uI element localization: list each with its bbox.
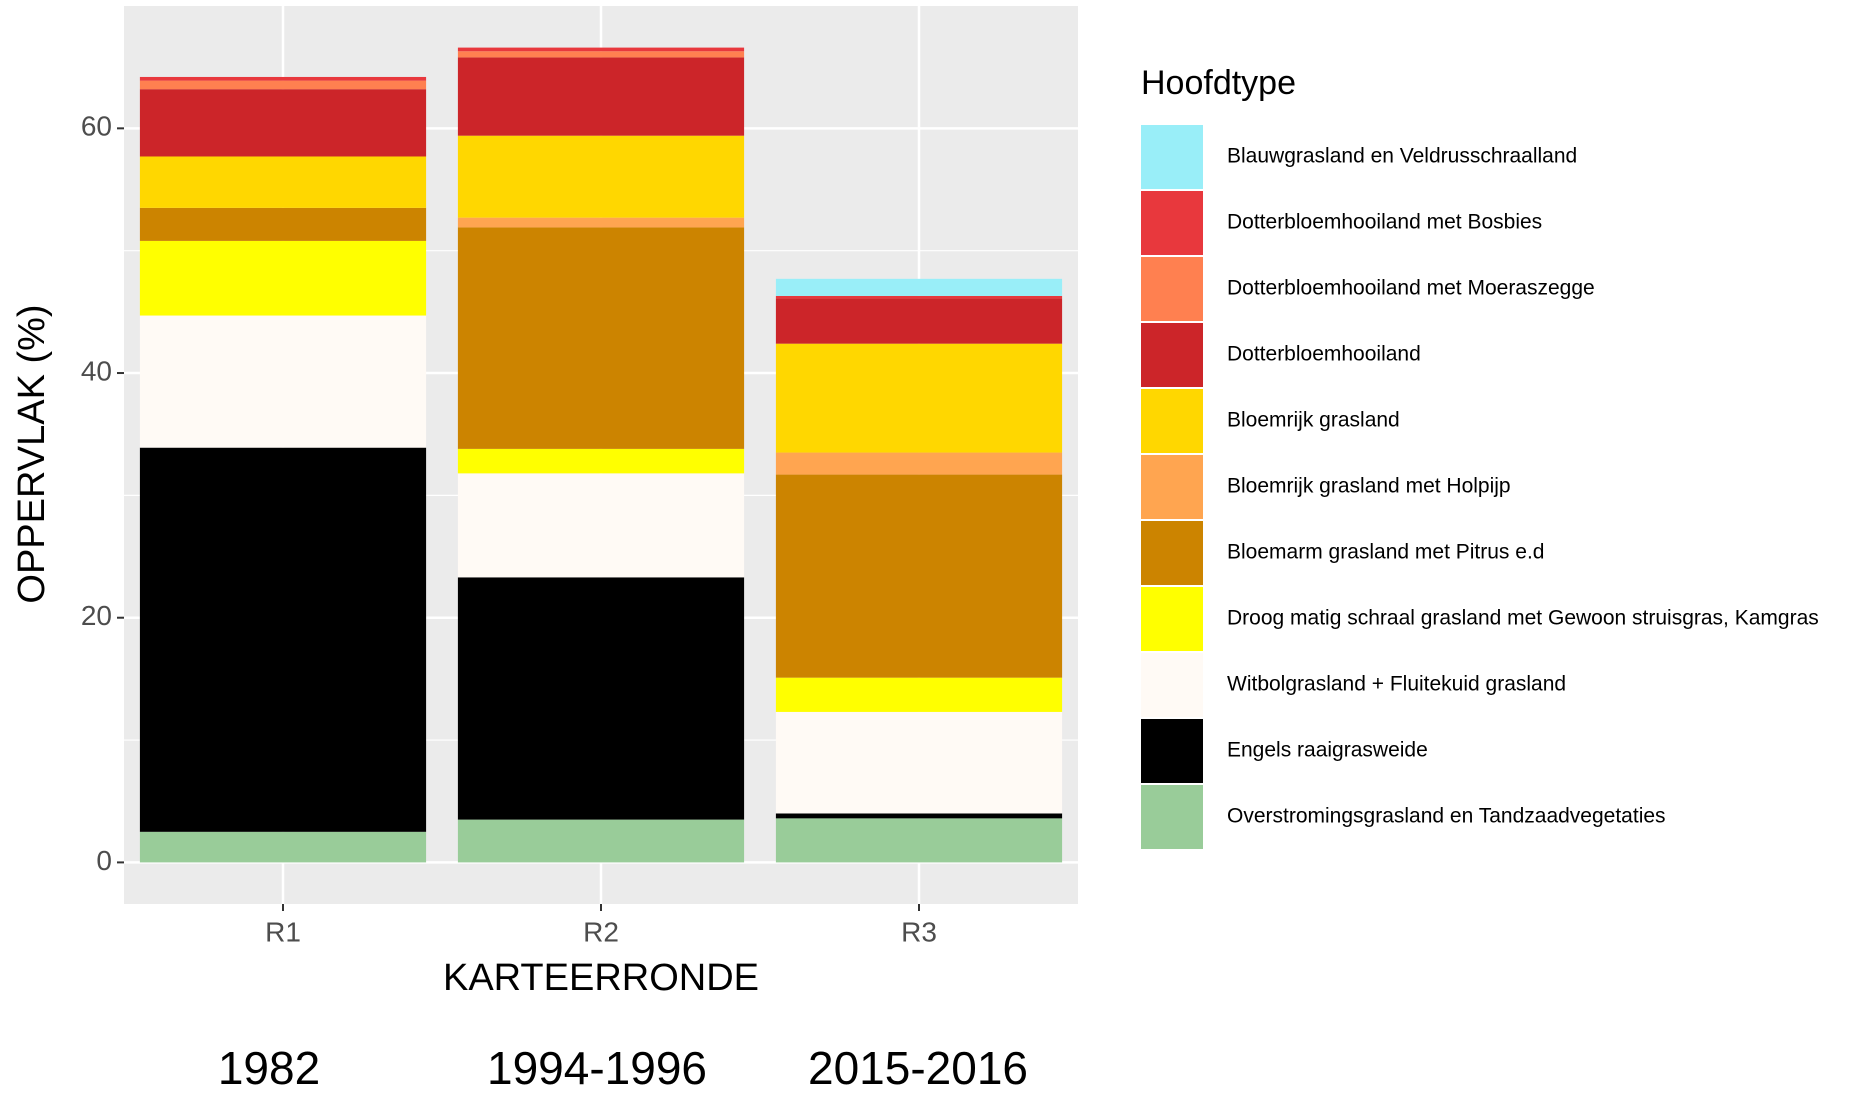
legend-label: Dotterbloemhooiland bbox=[1227, 343, 1421, 366]
bar-segment bbox=[457, 448, 745, 474]
legend-label: Bloemrijk grasland met Holpijp bbox=[1227, 475, 1511, 498]
legend-label: Droog matig schraal grasland met Gewoon … bbox=[1227, 607, 1819, 630]
bar-segment bbox=[457, 47, 745, 52]
bar-segment bbox=[139, 89, 427, 157]
legend-key bbox=[1141, 521, 1203, 585]
bar-segment bbox=[457, 473, 745, 578]
legend-key bbox=[1141, 257, 1203, 321]
bar-segment bbox=[139, 207, 427, 241]
bar-segment bbox=[457, 57, 745, 136]
legend-key bbox=[1141, 587, 1203, 651]
bar-segment bbox=[775, 343, 1063, 453]
bar-segment bbox=[139, 447, 427, 832]
bar-segment bbox=[775, 474, 1063, 678]
legend-label: Overstromingsgrasland en Tandzaadvegetat… bbox=[1227, 805, 1666, 828]
y-tick-label: 60 bbox=[81, 111, 112, 142]
legend-key bbox=[1141, 389, 1203, 453]
x-tick-label: R1 bbox=[265, 916, 301, 947]
bar-segment bbox=[139, 831, 427, 863]
legend-label: Bloemarm grasland met Pitrus e.d bbox=[1227, 541, 1544, 564]
bar-segment bbox=[139, 156, 427, 208]
legend-label: Dotterbloemhooiland met Bosbies bbox=[1227, 211, 1542, 234]
legend-key bbox=[1141, 719, 1203, 783]
period-label: 1982 bbox=[218, 1042, 320, 1094]
period-label: 1994-1996 bbox=[487, 1042, 707, 1094]
y-tick-label: 20 bbox=[81, 600, 112, 631]
legend-label: Engels raaigrasweide bbox=[1227, 739, 1428, 762]
bar-segment bbox=[457, 577, 745, 820]
y-tick-label: 40 bbox=[81, 355, 112, 386]
legend-key bbox=[1141, 125, 1203, 189]
legend-label: Blauwgrasland en Veldrusschraalland bbox=[1227, 145, 1577, 168]
bar-segment bbox=[139, 315, 427, 448]
period-label: 2015-2016 bbox=[808, 1042, 1028, 1094]
legend-key bbox=[1141, 191, 1203, 255]
bar-segment bbox=[139, 80, 427, 90]
x-tick-label: R3 bbox=[901, 916, 937, 947]
bar-segment bbox=[775, 677, 1063, 712]
bar-segment bbox=[775, 278, 1063, 296]
legend-label: Dotterbloemhooiland met Moeraszegge bbox=[1227, 277, 1595, 300]
x-axis-title: KARTEERRONDE bbox=[443, 957, 759, 999]
bar-segment bbox=[139, 240, 427, 316]
bar-segment bbox=[775, 818, 1063, 863]
legend-label: Witbolgrasland + Fluitekuid grasland bbox=[1227, 673, 1566, 696]
y-tick-label: 0 bbox=[96, 845, 112, 876]
bar-segment bbox=[457, 135, 745, 218]
legend-title: Hoofdtype bbox=[1141, 64, 1296, 102]
bar-segment bbox=[775, 452, 1063, 475]
bar-segment bbox=[457, 227, 745, 449]
legend-label: Bloemrijk grasland bbox=[1227, 409, 1400, 432]
y-axis-title: OPPERVLAK (%) bbox=[11, 304, 53, 603]
bar-segment bbox=[775, 813, 1063, 819]
legend-key bbox=[1141, 323, 1203, 387]
bar-segment bbox=[775, 711, 1063, 814]
legend-key bbox=[1141, 455, 1203, 519]
bar-segment bbox=[775, 295, 1063, 299]
bar-segment bbox=[457, 819, 745, 863]
legend-key bbox=[1141, 653, 1203, 717]
bar-segment bbox=[139, 76, 427, 81]
legend-key bbox=[1141, 785, 1203, 849]
x-tick-label: R2 bbox=[583, 916, 619, 947]
bar-segment bbox=[457, 217, 745, 228]
bar-segment bbox=[457, 51, 745, 58]
bar-segment bbox=[775, 298, 1063, 344]
